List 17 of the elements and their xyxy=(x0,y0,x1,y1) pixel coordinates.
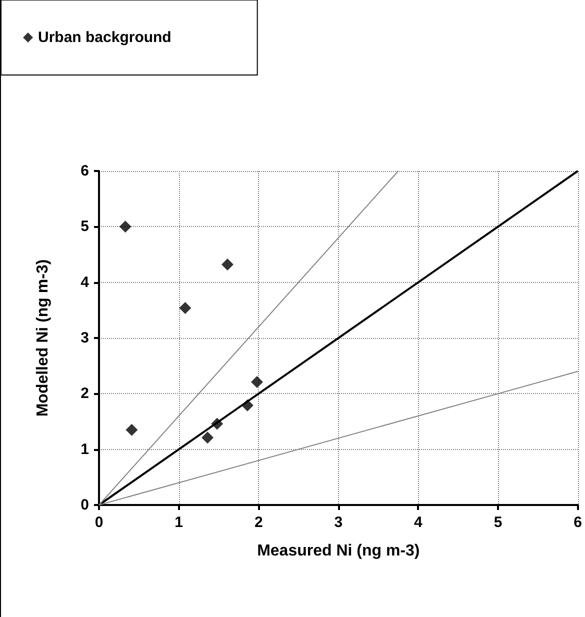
x-tick-label: 4 xyxy=(414,514,424,531)
x-tick-label: 2 xyxy=(254,514,263,531)
x-tick-label: 0 xyxy=(94,514,104,531)
x-tick-label: 3 xyxy=(334,514,343,531)
x-tick-label: 5 xyxy=(494,514,502,531)
y-axis-title: Modelled Ni (ng m-3) xyxy=(34,259,52,417)
x-tick-label: 1 xyxy=(174,514,183,531)
legend-label: Urban background xyxy=(38,29,172,46)
y-tick-label: 1 xyxy=(80,440,89,458)
y-tick-label: 5 xyxy=(80,218,89,236)
x-tick-label: 6 xyxy=(574,514,582,531)
y-tick-label: 0 xyxy=(80,496,89,514)
x-axis-title: Measured Ni (ng m-3) xyxy=(257,542,420,560)
y-tick-label: 4 xyxy=(80,274,90,291)
y-tick-label: 3 xyxy=(80,330,89,346)
y-tick-label: 6 xyxy=(80,162,89,180)
y-tick-label: 2 xyxy=(80,385,89,402)
